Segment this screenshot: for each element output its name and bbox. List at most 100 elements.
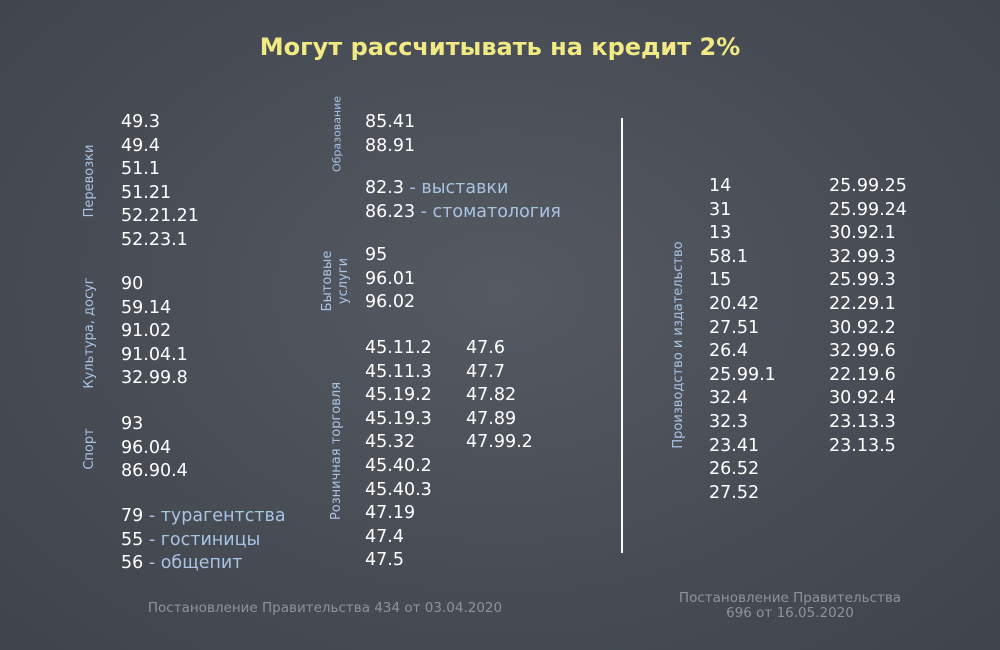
code-item: 47.89 xyxy=(466,408,517,429)
code-item: 20.42 xyxy=(709,293,760,314)
code-item: 45.19.3 xyxy=(365,408,432,429)
code-item: 22.29.1 xyxy=(829,293,896,314)
code-item: 45.40.3 xyxy=(365,479,432,500)
code-item: 26.52 xyxy=(709,459,760,480)
code-item: 47.7 xyxy=(466,361,505,382)
code-item: 51.21 xyxy=(121,182,172,203)
code-item: 45.32 xyxy=(365,432,416,453)
code-item: 45.40.2 xyxy=(365,455,432,476)
code-item: 32.4 xyxy=(709,388,748,409)
code-description: - общепит xyxy=(143,553,243,574)
code-item: 30.92.2 xyxy=(829,317,896,338)
column-divider xyxy=(621,118,623,553)
production-codes-col1: 14 31 13 58.1 15 20.42 27.51 26.4 25.99.1 32.4 32.… xyxy=(709,175,776,505)
code-item: 23.13.3 xyxy=(829,411,896,432)
code-item: 93 xyxy=(121,414,144,434)
code-item: 59.14 xyxy=(121,297,172,318)
household-label-line2: услуги xyxy=(336,257,351,305)
code-with-description: 79 - турагентства xyxy=(121,505,286,529)
code-item: 96.04 xyxy=(121,437,172,458)
code-item: 47.5 xyxy=(365,550,404,571)
code-item: 32.99.6 xyxy=(829,341,896,362)
code-item: 47.82 xyxy=(466,385,517,406)
code-item: 86.90.4 xyxy=(121,461,188,482)
category-label-household: Бытовые услуги xyxy=(320,251,352,312)
category-label-production: Производство и издательство xyxy=(671,241,686,449)
code-item: 45.11.2 xyxy=(365,338,432,358)
category-label-retail: Розничная торговля xyxy=(329,381,344,521)
code-item: 25.99.24 xyxy=(829,199,907,220)
code-item: 96.02 xyxy=(365,292,416,313)
code-item: 49.4 xyxy=(121,135,160,156)
retail-codes-col1: 45.11.2 45.11.3 45.19.2 45.19.3 45.32 45.40.2… xyxy=(365,337,432,573)
footer-right-line1: Постановление Правительства xyxy=(678,590,902,606)
extra-codes: 82.3 - выставки 86.23 - стоматология xyxy=(365,177,561,224)
code-item: 47.99.2 xyxy=(466,432,533,453)
code-item: 49.3 xyxy=(121,112,160,132)
code-item: 47.19 xyxy=(365,503,416,524)
culture-codes: 90 59.14 91.02 91.04.1 32.99.8 xyxy=(121,273,188,391)
code-item: 25.99.1 xyxy=(709,364,776,385)
code-description: - турагентства xyxy=(143,506,286,526)
code-description: - гостиницы xyxy=(143,529,261,550)
code-with-description: 86.23 - стоматология xyxy=(365,201,561,225)
code-with-description: 56 - общепит xyxy=(121,552,286,576)
sport-codes: 93 96.04 86.90.4 xyxy=(121,413,188,484)
category-label-sport: Спорт xyxy=(82,428,97,470)
code-item: 31 xyxy=(709,199,732,220)
code-item: 32.3 xyxy=(709,411,748,432)
code-item: 51.1 xyxy=(121,159,160,180)
code-item: 88.91 xyxy=(365,135,416,156)
category-label-culture: Культура, досуг xyxy=(82,277,97,389)
code-description: - выставки xyxy=(403,178,509,198)
code-item: 96.01 xyxy=(365,268,416,289)
footer-left: Постановление Правительства 434 от 03.04… xyxy=(147,600,503,616)
code-item: 90 xyxy=(121,274,144,294)
code-item: 32.99.8 xyxy=(121,368,188,389)
code-item: 85.41 xyxy=(365,112,416,132)
code: 86.23 xyxy=(365,201,416,222)
code-item: 32.99.3 xyxy=(829,246,896,267)
code-item: 91.02 xyxy=(121,321,172,342)
code-item: 14 xyxy=(709,176,732,196)
code-description: - стоматология xyxy=(415,201,561,222)
code-item: 23.13.5 xyxy=(829,435,896,456)
code-item: 22.19.6 xyxy=(829,364,896,385)
page-title: Могут рассчитывать на кредит 2% xyxy=(259,33,741,61)
code-item: 25.99.25 xyxy=(829,176,907,196)
code-item: 25.99.3 xyxy=(829,270,896,291)
category-label-education: Образование xyxy=(330,95,344,173)
household-codes: 95 96.01 96.02 xyxy=(365,244,415,315)
code-item: 13 xyxy=(709,223,732,244)
code: 79 xyxy=(121,506,144,526)
code-item: 47.4 xyxy=(365,526,404,547)
code-with-description: 82.3 - выставки xyxy=(365,177,561,201)
code-item: 30.92.1 xyxy=(829,223,896,244)
category-label-transport: Перевозки xyxy=(82,144,97,218)
code-item: 30.92.4 xyxy=(829,388,896,409)
transport-codes: 49.3 49.4 51.1 51.21 52.21.21 52.23.1 xyxy=(121,111,199,253)
code-item: 95 xyxy=(365,245,388,265)
household-label-line1: Бытовые xyxy=(320,250,335,312)
code-item: 27.51 xyxy=(709,317,760,338)
code: 55 xyxy=(121,529,144,550)
code-item: 58.1 xyxy=(709,246,748,267)
code-item: 45.19.2 xyxy=(365,385,432,406)
code-item: 23.41 xyxy=(709,435,760,456)
code-item: 52.21.21 xyxy=(121,206,199,227)
footer-right: Постановление Правительства 696 от 16.05… xyxy=(640,591,940,621)
education-codes: 85.41 88.91 xyxy=(365,111,415,158)
code: 56 xyxy=(121,553,144,574)
code: 82.3 xyxy=(365,178,404,198)
code-item: 52.23.1 xyxy=(121,229,188,250)
misc-codes: 79 - турагентства 55 - гостиницы 56 - обще… xyxy=(121,505,286,576)
code-item: 15 xyxy=(709,270,732,291)
code-item: 91.04.1 xyxy=(121,344,188,365)
footer-right-line2: 696 от 16.05.2020 xyxy=(726,605,854,621)
code-item: 26.4 xyxy=(709,341,748,362)
retail-codes-col2: 47.6 47.7 47.82 47.89 47.99.2 xyxy=(466,337,533,455)
code-item: 47.6 xyxy=(466,338,505,358)
code-with-description: 55 - гостиницы xyxy=(121,529,286,553)
production-codes-col2: 25.99.25 25.99.24 30.92.1 32.99.3 25.99.3 22.… xyxy=(829,175,907,458)
code-item: 45.11.3 xyxy=(365,361,432,382)
